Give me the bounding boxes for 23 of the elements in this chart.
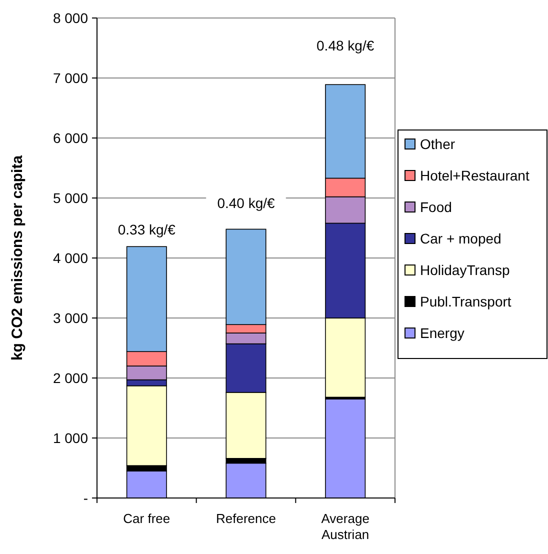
x-tick-label: Reference <box>216 511 276 526</box>
y-tick-label: - <box>83 490 88 506</box>
y-axis-title: kg CO2 emissions per capita <box>9 154 26 361</box>
annotation: 0.40 kg/€ <box>217 195 276 212</box>
y-tick-label: 5 000 <box>52 190 88 206</box>
y-tick-label: 4 000 <box>52 250 88 266</box>
legend-label: Energy <box>420 324 464 341</box>
legend-label: HolidayTransp <box>420 262 510 278</box>
y-tick-label: 3 000 <box>52 310 88 326</box>
legend-label: Other <box>420 136 456 152</box>
annotation: 0.48 kg/€ <box>316 38 374 54</box>
y-tick-label: 1 000 <box>52 430 88 446</box>
y-tick-label: 2 000 <box>52 370 88 386</box>
y-tick-label: 7 000 <box>52 70 88 86</box>
annotation: 0.33 kg/€ <box>118 222 176 238</box>
legend-label: Hotel+Restaurant <box>420 167 530 184</box>
legend-label: Car + moped <box>420 230 502 246</box>
x-tick-label: Average Austrian <box>321 511 370 542</box>
legend-label: Publ.Transport <box>420 293 512 310</box>
x-tick-label: Car free <box>123 511 170 526</box>
legend-label: Food <box>420 198 452 215</box>
y-tick-label: 8 000 <box>52 10 88 26</box>
y-tick-label: 6 000 <box>52 130 88 146</box>
